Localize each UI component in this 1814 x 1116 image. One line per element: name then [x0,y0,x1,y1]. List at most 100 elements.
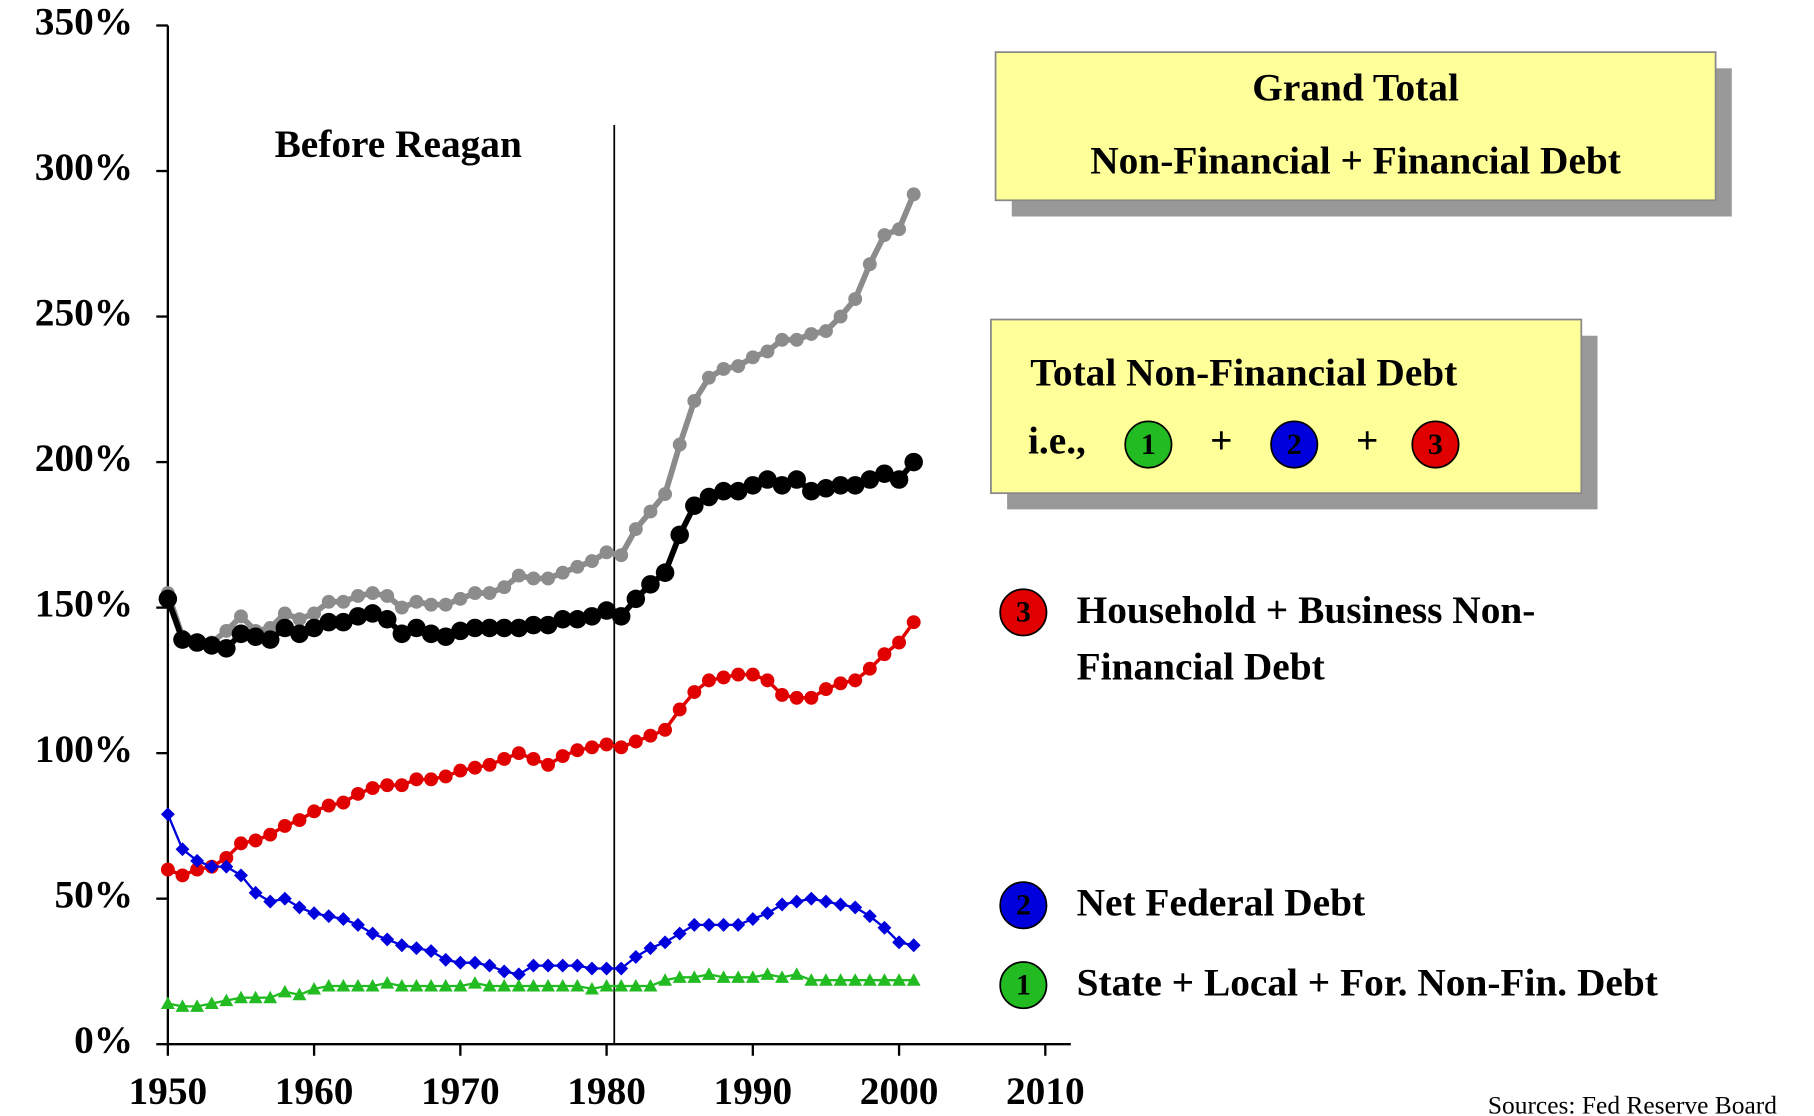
point [158,589,178,609]
point [892,635,907,650]
point [789,332,804,347]
badge-label: 2 [1016,888,1031,922]
point [658,973,673,986]
point [321,979,336,992]
point [468,760,482,775]
point [292,900,307,915]
point [553,609,572,629]
point [246,627,265,646]
operator: + [1210,419,1232,463]
point [482,958,497,973]
point [731,970,746,983]
point [775,897,790,912]
point [511,979,526,992]
point [802,481,821,501]
point [175,868,190,883]
point [614,979,629,992]
point [351,917,365,932]
point [380,589,395,603]
badge [999,588,1048,637]
point [599,737,614,752]
point [465,618,485,638]
point [424,944,439,959]
point [714,481,733,501]
point [641,575,660,594]
point [687,917,702,932]
point [394,938,409,953]
point [555,565,570,580]
point [173,630,192,649]
point [380,778,395,793]
box-subtitle: Non-Financial + Financial Debt [1090,138,1621,182]
point [307,906,322,921]
point [672,926,687,941]
point [685,496,704,516]
point [643,941,658,956]
point [833,309,848,324]
point [804,690,819,705]
badge-label: 1 [1016,967,1031,1001]
point [819,682,833,697]
badge-label: 2 [1287,427,1302,461]
point [509,618,529,638]
x-tick-label: 1970 [421,1069,500,1113]
point [190,862,205,877]
point [760,673,775,688]
point [672,702,687,717]
point [453,979,468,992]
legend-entry: Net Federal Debt [1077,882,1366,925]
point [541,958,556,973]
box-title: Total Non-Financial Debt [1030,350,1457,394]
point [409,979,424,992]
point [263,894,278,909]
point [453,763,468,778]
point [526,979,541,992]
point [877,228,892,243]
point [438,979,453,992]
point [687,685,702,699]
x-tick-label: 2000 [860,1069,939,1113]
annotation: Before Reagan [275,122,522,166]
point [202,636,221,655]
point [743,476,763,495]
point [702,917,716,932]
point [377,609,397,629]
point [775,970,790,983]
point [758,470,777,489]
badge-label: 3 [1016,595,1031,629]
legend-entry: Household + Business Non-Financial Debt [1077,589,1536,689]
point [775,687,790,702]
y-tick-label: 200% [35,436,133,480]
point [804,891,819,906]
point [862,661,877,676]
x-tick-label: 1960 [275,1069,354,1113]
point [538,615,558,635]
point [480,618,499,638]
point [687,970,702,983]
point [468,955,482,970]
point [497,964,512,979]
point [321,909,336,924]
point [438,597,453,612]
point [363,604,382,623]
point [585,554,599,568]
badge [1124,420,1173,469]
point [234,836,248,851]
point [263,990,278,1004]
point [424,597,439,612]
point [451,621,470,641]
point [787,470,806,489]
point [819,324,833,339]
point [292,612,307,627]
point [438,952,453,967]
point [394,600,409,615]
point [626,589,646,609]
point [672,970,687,983]
point [351,786,365,801]
box-title: Grand Total [1252,66,1459,110]
point [187,633,207,652]
point [482,586,497,601]
point [804,973,819,986]
point [831,476,850,495]
point [219,859,234,874]
